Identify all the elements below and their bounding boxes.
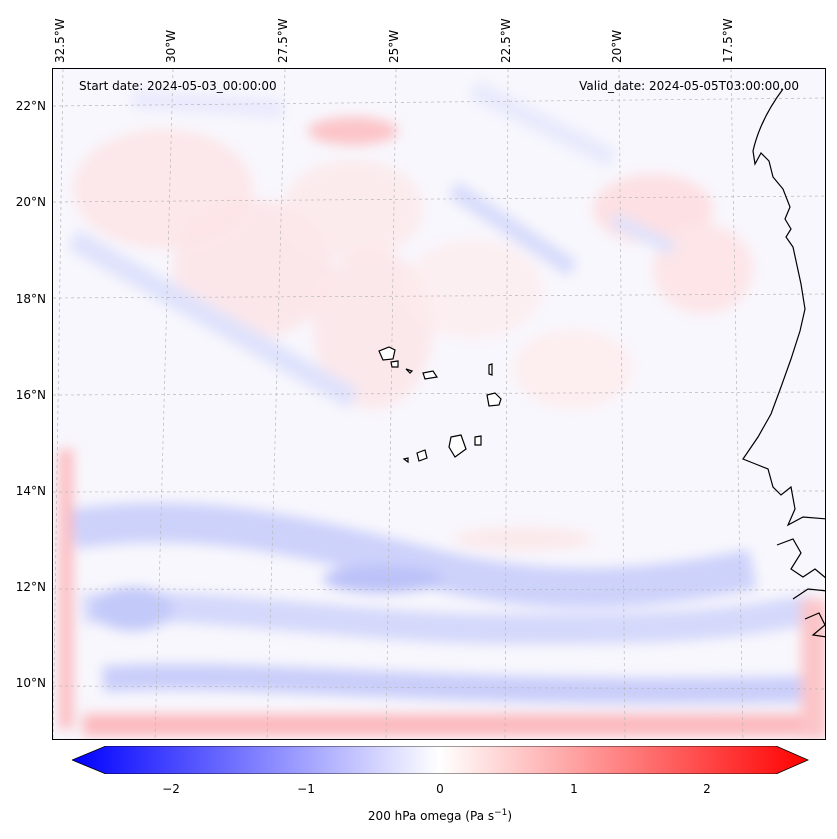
- lon-label-32-5w: 32.5°W: [53, 18, 67, 63]
- lat-label-10n: 10°N: [15, 676, 46, 690]
- colorbar-tick-neg2: −2: [162, 782, 180, 796]
- colorbar-ramp: [72, 746, 809, 774]
- colorbar-tick-1: 1: [570, 782, 578, 796]
- colorbar-tick-neg1: −1: [297, 782, 315, 796]
- lat-label-12n: 12°N: [15, 580, 46, 594]
- lat-label-16n: 16°N: [15, 388, 46, 402]
- omega-field-map: [53, 69, 825, 739]
- colorbar: [72, 746, 809, 774]
- colorbar-title-text: 200 hPa omega (Pa s: [367, 809, 495, 823]
- lon-label-27-5w: 27.5°W: [276, 18, 290, 63]
- lon-label-30w: 30°W: [164, 29, 178, 63]
- lat-label-22n: 22°N: [15, 99, 46, 113]
- lon-label-17-5w: 17.5°W: [721, 18, 735, 63]
- colorbar-title: 200 hPa omega (Pa s−1): [0, 808, 837, 823]
- lon-label-22-5w: 22.5°W: [499, 18, 513, 63]
- map-panel: Start date: 2024-05-03_00:00:00 Valid_da…: [52, 68, 826, 740]
- lon-label-25w: 25°W: [387, 29, 401, 63]
- colorbar-title-end: ): [507, 809, 513, 823]
- colorbar-title-sup: −1: [494, 808, 508, 818]
- colorbar-tick-2: 2: [703, 782, 711, 796]
- lat-label-18n: 18°N: [15, 292, 46, 306]
- valid-date-label: Valid_date: 2024-05-05T03:00:00.00: [579, 79, 799, 93]
- lon-label-20w: 20°W: [610, 29, 624, 63]
- omega-field-patches: [59, 80, 825, 739]
- lat-label-20n: 20°N: [15, 195, 46, 209]
- colorbar-tick-0: 0: [436, 782, 444, 796]
- start-date-label: Start date: 2024-05-03_00:00:00: [79, 79, 277, 93]
- cape-verde-islands: [378, 346, 502, 464]
- graticule: [53, 69, 825, 739]
- coastline-africa: [742, 88, 825, 638]
- lat-label-14n: 14°N: [15, 484, 46, 498]
